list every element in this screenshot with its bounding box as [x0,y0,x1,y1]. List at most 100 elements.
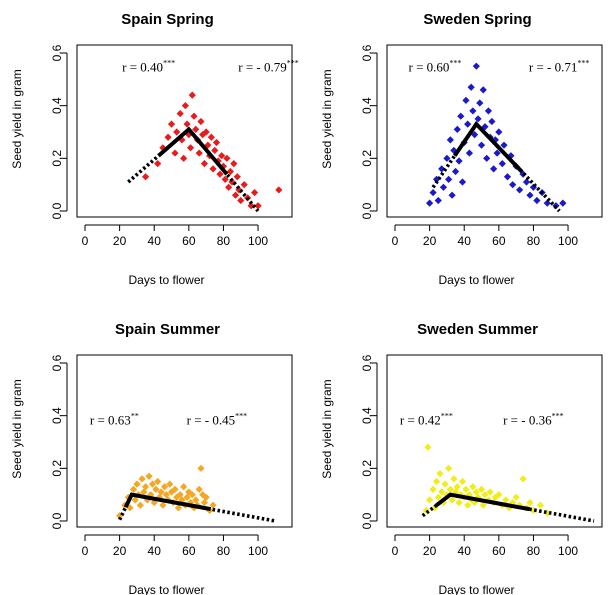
data-point [559,199,567,207]
data-point [171,485,179,493]
data-point [505,504,513,512]
x-tick-label: 100 [248,544,268,558]
data-point [178,496,186,504]
data-point [446,136,454,144]
x-tick-label: 40 [148,544,162,558]
data-point [183,120,191,128]
panel-title: Sweden Summer [417,321,538,338]
data-point [465,149,474,157]
significance-stars: *** [449,59,461,68]
data-point [495,491,503,499]
y-tick-label: 0.2 [360,150,374,167]
data-point [211,146,219,155]
correlation-label: r = 0.42*** [400,412,453,428]
y-tick-label: 0.0 [50,512,64,529]
data-point [225,183,233,191]
data-point [439,498,448,507]
y-axis-title: Seed yield in gram [10,379,24,478]
data-point [445,175,453,183]
correlation-label: r = - 0.79*** [238,59,299,75]
x-axis-title: Days to flower [438,273,514,287]
data-point [233,173,241,181]
data-point [161,483,169,491]
significance-stars: *** [287,59,299,68]
data-point [164,133,172,141]
data-point [209,165,217,173]
data-point [207,133,215,141]
data-point [148,480,157,488]
data-point [126,504,134,512]
data-point [429,485,437,493]
data-point [432,477,441,486]
fit-line [435,492,530,512]
data-point [250,188,259,197]
y-tick-label: 0.2 [50,150,64,167]
correlation-label: r = 0.60*** [409,59,462,75]
data-point [174,504,183,512]
data-point [450,475,458,483]
data-point [200,160,208,168]
data-point [495,128,503,136]
correlation-label: r = - 0.36*** [503,412,563,428]
data-point [426,199,434,207]
correlation-value: r = - 0.71 [529,60,578,75]
plot-frame [386,354,603,528]
data-point [192,496,200,504]
x-tick-label: 80 [217,544,231,558]
data-point [186,144,195,152]
data-point [141,173,150,181]
data-point [133,480,141,488]
data-point [162,491,170,499]
y-tick-label: 0.6 [360,354,374,371]
data-point [500,141,508,149]
data-point [152,485,160,493]
y-tick-label: 0.4 [50,407,64,424]
data-point [484,107,493,115]
x-tick-label: 60 [492,234,506,248]
x-tick-label: 40 [458,234,472,248]
panel-2: Sweden Spring 0 20 40 60 80 100 0.0 0.2 0.4 0.6 Day… [320,11,603,287]
data-point [443,491,451,499]
data-point [474,115,482,123]
data-point [438,488,446,496]
y-axis-title: Seed yield in gram [320,379,334,478]
y-tick-label: 0.6 [50,44,64,61]
data-point [173,128,181,136]
x-tick-label: 100 [558,544,578,558]
data-point [439,183,448,191]
x-tick-label: 20 [113,544,127,558]
data-point [448,191,456,199]
data-point [491,493,499,501]
correlation-value: r = 0.60 [409,60,450,75]
y-tick-label: 0.0 [50,202,64,219]
data-point [167,120,176,128]
plot-frame [76,354,293,528]
x-tick-label: 20 [423,234,437,248]
fit-line [453,120,524,174]
significance-stars: *** [577,59,589,68]
data-point [469,483,477,491]
x-tick-label: 60 [492,544,506,558]
data-point [455,157,463,165]
y-tick-label: 0.6 [360,44,374,61]
data-point [226,167,234,176]
data-point [197,464,205,472]
y-tick-label: 0.0 [360,512,374,529]
y-tick-label: 0.6 [50,354,64,371]
panel-4: Sweden Summer 0 20 40 60 80 100 0.0 0.2 0.4 0.6 Day… [320,321,603,595]
data-point [502,496,510,504]
data-point [464,501,472,509]
data-point [209,501,217,509]
correlation-value: r = - 0.45 [187,413,236,428]
data-point [176,491,184,499]
data-point [432,175,441,183]
plot-frame [76,44,293,218]
data-point [180,483,188,491]
data-point [469,107,477,115]
data-point [180,154,188,162]
correlation-label: r = - 0.71*** [529,59,590,75]
x-tick-label: 80 [527,234,541,248]
data-point [448,496,456,504]
x-tick-label: 40 [458,544,472,558]
